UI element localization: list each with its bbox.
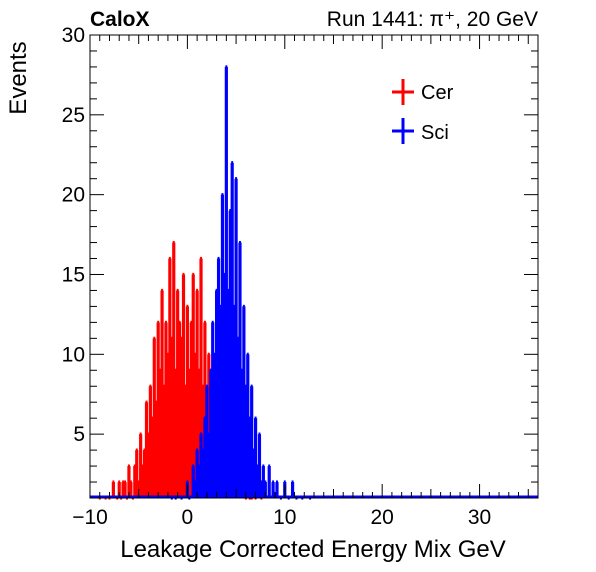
tick-labels: −10 0 10 20 30 5 10 15 20 25 30 xyxy=(62,24,492,529)
y-tick-label: 20 xyxy=(62,184,85,207)
y-tick-label: 10 xyxy=(62,343,85,366)
y-axis-title: Events xyxy=(5,41,32,114)
y-tick-label: 30 xyxy=(62,24,85,47)
y-tick-label: 15 xyxy=(62,263,85,286)
x-axis-title: Leakage Corrected Energy Mix GeV xyxy=(120,536,506,563)
run-label: Run 1441: π⁺, 20 GeV xyxy=(327,8,538,31)
y-tick-label: 25 xyxy=(62,104,85,127)
legend-entry-cer: Cer xyxy=(392,79,454,105)
data-layer xyxy=(90,65,538,500)
x-tick-label: 20 xyxy=(370,506,393,529)
x-tick-label: 10 xyxy=(273,506,296,529)
legend-label-cer: Cer xyxy=(421,82,454,104)
x-tick-label: −10 xyxy=(72,506,108,529)
x-tick-label: 30 xyxy=(468,506,491,529)
axes-frame xyxy=(89,34,539,499)
x-tick-label: 0 xyxy=(182,506,194,529)
legend-entry-sci: Sci xyxy=(392,118,449,144)
legend-label-sci: Sci xyxy=(421,122,449,144)
y-tick-label: 5 xyxy=(73,423,85,446)
experiment-label: CaloX xyxy=(90,8,150,31)
legend: Cer Sci xyxy=(392,79,454,144)
series-sci xyxy=(170,65,312,500)
